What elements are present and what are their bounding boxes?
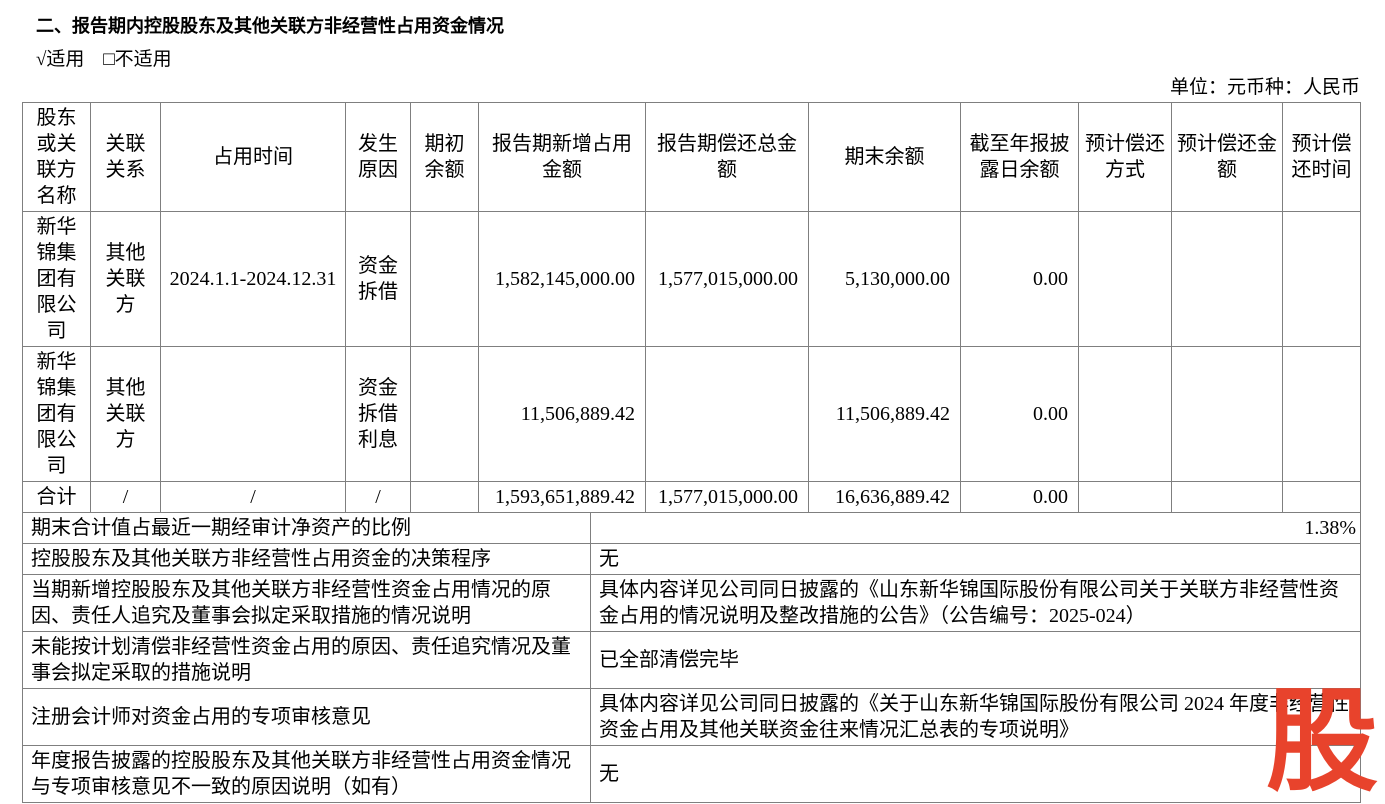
- table-cell: [1282, 211, 1361, 347]
- table-cell: 1,582,145,000.00: [478, 211, 646, 347]
- note-label: 年度报告披露的控股股东及其他关联方非经营性占用资金情况与专项审核意见不一致的原因…: [22, 745, 591, 803]
- note-value: 无: [590, 745, 1361, 803]
- table-cell: [160, 346, 346, 482]
- table-cell: 2024.1.1-2024.12.31: [160, 211, 346, 347]
- table-cell: 1,593,651,889.42: [478, 481, 646, 513]
- table-row: 新华锦集团有限公司 其他关联方 2024.1.1-2024.12.31 资金拆借…: [22, 211, 1361, 347]
- table-cell: 1,577,015,000.00: [645, 211, 809, 347]
- table-cell: [1282, 481, 1361, 513]
- table-cell: /: [90, 481, 161, 513]
- note-row: 期末合计值占最近一期经审计净资产的比例 1.38%: [22, 512, 1361, 544]
- note-row: 未能按计划清偿非经营性资金占用的原因、责任追究情况及董事会拟定采取的措施说明 已…: [22, 631, 1361, 689]
- header-repayment-amount: 预计偿还金额: [1171, 102, 1283, 212]
- header-opening-balance: 期初余额: [410, 102, 479, 212]
- applicability-line: √适用 □不适用: [36, 48, 1385, 72]
- table-cell: 5,130,000.00: [808, 211, 961, 347]
- table-cell: 资金拆借利息: [345, 346, 411, 482]
- header-repayment-method: 预计偿还方式: [1078, 102, 1172, 212]
- table-cell: 1,577,015,000.00: [645, 481, 809, 513]
- note-row: 注册会计师对资金占用的专项审核意见 具体内容详见公司同日披露的《关于山东新华锦国…: [22, 688, 1361, 746]
- table-cell: [1171, 211, 1283, 347]
- table-cell: [1282, 346, 1361, 482]
- total-label: 合计: [22, 481, 91, 513]
- table-cell: [410, 211, 479, 347]
- note-label: 控股股东及其他关联方非经营性占用资金的决策程序: [22, 543, 591, 575]
- table-cell: [1078, 346, 1172, 482]
- stock-watermark-logo: 股: [1266, 679, 1378, 804]
- table-cell: 11,506,889.42: [478, 346, 646, 482]
- not-applicable-option: □不适用: [103, 49, 172, 70]
- table-cell: [1078, 211, 1172, 347]
- note-label: 未能按计划清偿非经营性资金占用的原因、责任追究情况及董事会拟定采取的措施说明: [22, 631, 591, 689]
- table-cell: 其他关联方: [90, 346, 161, 482]
- header-reason: 发生原因: [345, 102, 411, 212]
- table-cell: [1171, 481, 1283, 513]
- header-shareholder-name: 股东或关联方名称: [22, 102, 91, 212]
- table-cell: 资金拆借: [345, 211, 411, 347]
- header-ending-balance: 期末余额: [808, 102, 961, 212]
- note-row: 年度报告披露的控股股东及其他关联方非经营性占用资金情况与专项审核意见不一致的原因…: [22, 745, 1361, 803]
- header-occupation-period: 占用时间: [160, 102, 346, 212]
- table-cell: [410, 346, 479, 482]
- header-repaid-total: 报告期偿还总金额: [645, 102, 809, 212]
- table-row: 新华锦集团有限公司 其他关联方 资金拆借利息 11,506,889.42 11,…: [22, 346, 1361, 482]
- table-cell: [410, 481, 479, 513]
- table-cell: [645, 346, 809, 482]
- notes-table: 期末合计值占最近一期经审计净资产的比例 1.38% 控股股东及其他关联方非经营性…: [22, 512, 1361, 803]
- total-row: 合计 / / / 1,593,651,889.42 1,577,015,000.…: [22, 481, 1361, 513]
- header-relationship: 关联关系: [90, 102, 161, 212]
- table-cell: 0.00: [960, 346, 1079, 482]
- header-repayment-time: 预计偿还时间: [1282, 102, 1361, 212]
- header-new-occupation: 报告期新增占用金额: [478, 102, 646, 212]
- note-value: 1.38%: [590, 512, 1361, 544]
- note-label: 期末合计值占最近一期经审计净资产的比例: [22, 512, 591, 544]
- table-cell: 0.00: [960, 211, 1079, 347]
- note-label: 注册会计师对资金占用的专项审核意见: [22, 688, 591, 746]
- page-title: 二、报告期内控股股东及其他关联方非经营性占用资金情况: [36, 16, 504, 36]
- table-cell: 新华锦集团有限公司: [22, 346, 91, 482]
- note-value: 无: [590, 543, 1361, 575]
- table-cell: 11,506,889.42: [808, 346, 961, 482]
- header-row: 股东或关联方名称 关联关系 占用时间 发生原因 期初余额 报告期新增占用金额 报…: [22, 102, 1361, 212]
- note-label: 当期新增控股股东及其他关联方非经营性资金占用情况的原因、责任人追究及董事会拟定采…: [22, 574, 591, 632]
- table-cell: [1171, 346, 1283, 482]
- applicable-option: √适用: [36, 49, 85, 70]
- table-cell: /: [160, 481, 346, 513]
- note-row: 当期新增控股股东及其他关联方非经营性资金占用情况的原因、责任人追究及董事会拟定采…: [22, 574, 1361, 632]
- note-value: 已全部清偿完毕: [590, 631, 1361, 689]
- header-balance-at-disclosure: 截至年报披露日余额: [960, 102, 1079, 212]
- table-cell: 新华锦集团有限公司: [22, 211, 91, 347]
- table-cell: 16,636,889.42: [808, 481, 961, 513]
- unit-label: 单位：元币种：人民币: [1169, 77, 1360, 98]
- table-cell: 0.00: [960, 481, 1079, 513]
- note-row: 控股股东及其他关联方非经营性占用资金的决策程序 无: [22, 543, 1361, 575]
- table-cell: 其他关联方: [90, 211, 161, 347]
- table-cell: [1078, 481, 1172, 513]
- table-cell: /: [345, 481, 411, 513]
- note-value: 具体内容详见公司同日披露的《关于山东新华锦国际股份有限公司 2024 年度非经营…: [590, 688, 1361, 746]
- note-value: 具体内容详见公司同日披露的《山东新华锦国际股份有限公司关于关联方非经营性资金占用…: [590, 574, 1361, 632]
- fund-occupation-table: 股东或关联方名称 关联关系 占用时间 发生原因 期初余额 报告期新增占用金额 报…: [22, 102, 1361, 513]
